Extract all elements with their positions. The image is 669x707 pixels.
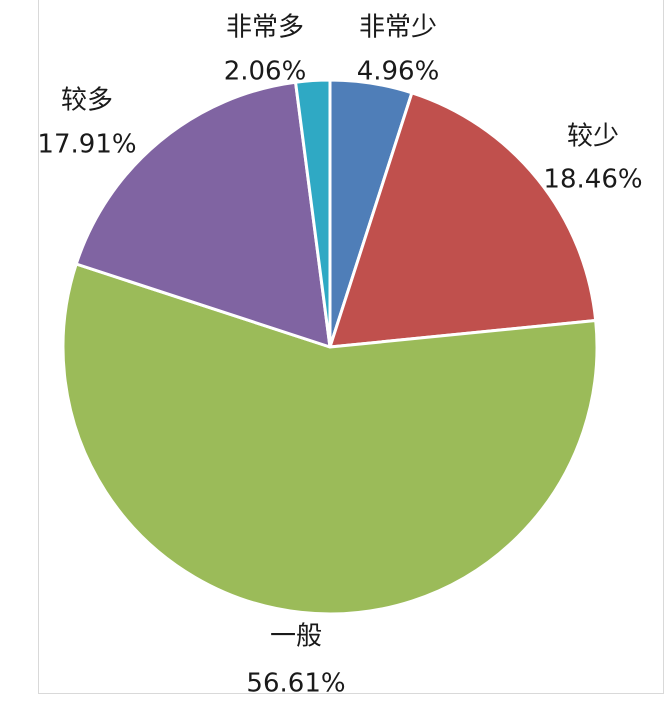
slice-label-value: 18.46%: [543, 165, 642, 195]
slice-label-name: 非常少: [359, 13, 437, 43]
slice-label-name: 一般: [270, 622, 322, 652]
slice-label-name: 非常多: [226, 13, 304, 43]
pie-labels: 非常少 4.96% 较少 18.46% 一般 56.61% 较多 17.91% 非常多 2.06%: [37, 13, 642, 699]
slice-label-value: 56.61%: [246, 669, 345, 699]
slice-label-value: 17.91%: [37, 130, 136, 160]
pie-slice-2: [328, 91, 598, 349]
slice-label-name: 较多: [61, 86, 113, 116]
slice-label-name: 较少: [567, 122, 619, 152]
pie-slice-4: [74, 80, 332, 349]
pie-slices: [61, 78, 599, 616]
slice-label-value: 4.96%: [357, 57, 440, 87]
pie-slice-3: [61, 262, 599, 616]
pie-slice-5: [294, 78, 332, 349]
slice-label-value: 2.06%: [224, 57, 307, 87]
